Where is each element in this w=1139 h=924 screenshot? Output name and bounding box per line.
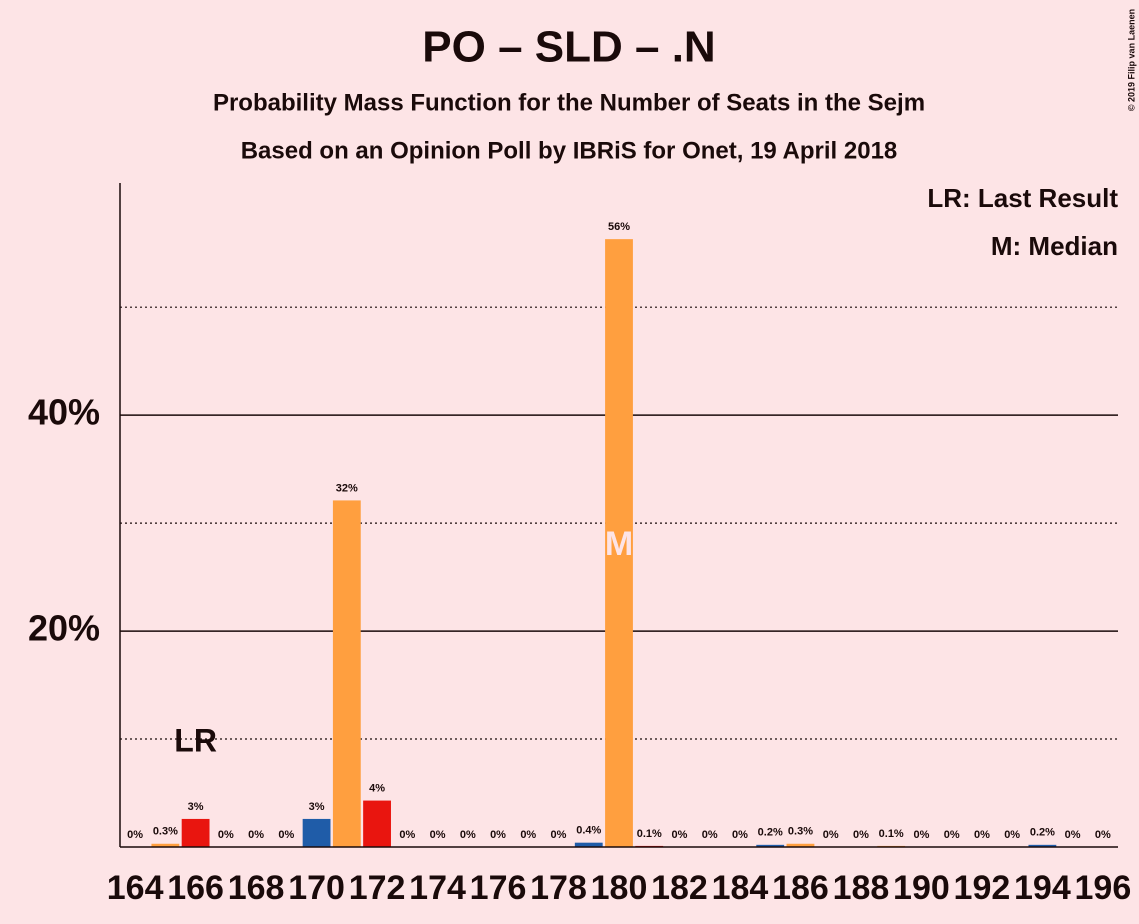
x-tick-label: 176 bbox=[470, 869, 527, 907]
legend-note: M: Median bbox=[991, 231, 1118, 261]
x-tick-label: 194 bbox=[1014, 869, 1071, 907]
value-label: 0% bbox=[853, 829, 869, 841]
y-tick-label: 40% bbox=[28, 392, 100, 433]
bar bbox=[151, 843, 180, 847]
x-tick-label: 188 bbox=[833, 869, 890, 907]
value-label: 3% bbox=[188, 801, 204, 813]
y-tick-label: 20% bbox=[28, 608, 100, 649]
x-tick-label: 186 bbox=[772, 869, 829, 907]
chart-subtitle: Based on an Opinion Poll by IBRiS for On… bbox=[241, 137, 898, 164]
value-label: 0.2% bbox=[1030, 827, 1055, 839]
bar bbox=[605, 239, 633, 848]
value-label: 0% bbox=[672, 829, 688, 841]
bar bbox=[1028, 844, 1057, 847]
value-label: 0% bbox=[732, 829, 748, 841]
value-label: 4% bbox=[369, 782, 385, 794]
chart-title: PO – SLD – .N bbox=[422, 23, 715, 72]
value-label: 0% bbox=[823, 829, 839, 841]
x-tick-label: 192 bbox=[954, 869, 1011, 907]
value-label: 0% bbox=[460, 829, 476, 841]
value-label: 0.4% bbox=[576, 825, 601, 837]
x-tick-label: 166 bbox=[167, 869, 224, 907]
value-label: 0.3% bbox=[153, 826, 178, 838]
bar bbox=[786, 843, 815, 847]
value-label: 0% bbox=[1065, 829, 1081, 841]
value-label: 0% bbox=[490, 829, 506, 841]
x-tick-label: 190 bbox=[893, 869, 950, 907]
value-label: 0% bbox=[913, 829, 929, 841]
value-label: 0% bbox=[520, 829, 536, 841]
bar bbox=[181, 818, 210, 847]
value-label: 0% bbox=[551, 829, 567, 841]
value-label: 56% bbox=[608, 221, 630, 233]
x-tick-label: 164 bbox=[107, 869, 164, 907]
value-label: 32% bbox=[336, 482, 358, 494]
value-label: 0% bbox=[127, 829, 143, 841]
value-label: 0% bbox=[702, 829, 718, 841]
x-tick-label: 182 bbox=[651, 869, 708, 907]
value-label: 0% bbox=[248, 829, 264, 841]
x-tick-label: 180 bbox=[591, 869, 648, 907]
x-tick-label: 178 bbox=[530, 869, 587, 907]
value-label: 0% bbox=[399, 829, 415, 841]
x-tick-label: 174 bbox=[409, 869, 466, 907]
x-tick-label: 172 bbox=[349, 869, 406, 907]
x-tick-label: 170 bbox=[288, 869, 345, 907]
annotation: M bbox=[605, 525, 633, 563]
value-label: 0.2% bbox=[758, 827, 783, 839]
bar bbox=[756, 844, 785, 847]
value-label: 0.1% bbox=[637, 828, 662, 840]
bar bbox=[332, 500, 361, 847]
value-label: 0% bbox=[974, 829, 990, 841]
x-tick-label: 196 bbox=[1075, 869, 1132, 907]
x-tick-label: 184 bbox=[712, 869, 769, 907]
bar bbox=[574, 842, 603, 847]
value-label: 0.1% bbox=[879, 828, 904, 840]
value-label: 0.3% bbox=[788, 826, 813, 838]
value-label: 0% bbox=[944, 829, 960, 841]
bar bbox=[302, 818, 331, 847]
value-label: 0% bbox=[430, 829, 446, 841]
annotation: LR bbox=[174, 722, 217, 758]
value-label: 0% bbox=[278, 829, 294, 841]
value-label: 0% bbox=[218, 829, 234, 841]
value-label: 0% bbox=[1095, 829, 1111, 841]
copyright: © 2019 Filip van Laenen bbox=[1126, 9, 1136, 111]
x-tick-label: 168 bbox=[228, 869, 285, 907]
value-label: 0% bbox=[1004, 829, 1020, 841]
legend-note: LR: Last Result bbox=[927, 183, 1118, 213]
chart-subtitle: Probability Mass Function for the Number… bbox=[213, 89, 925, 116]
value-label: 3% bbox=[309, 801, 325, 813]
bar bbox=[363, 800, 391, 847]
